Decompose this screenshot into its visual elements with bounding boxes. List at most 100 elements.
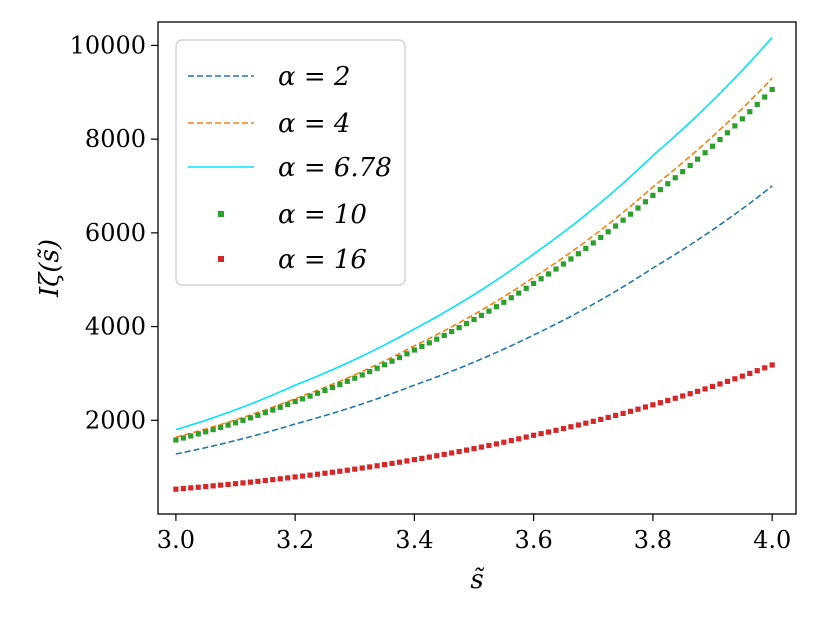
plot-frame bbox=[157, 21, 797, 515]
series-marker bbox=[240, 417, 246, 423]
series-marker bbox=[583, 420, 589, 426]
series-marker bbox=[531, 432, 537, 438]
series-marker bbox=[471, 316, 477, 323]
series-marker bbox=[270, 477, 276, 483]
series-marker bbox=[493, 441, 499, 447]
series-marker bbox=[396, 354, 403, 361]
x-tick-label: 3.4 bbox=[395, 526, 433, 554]
series-marker bbox=[523, 285, 529, 291]
series-marker bbox=[359, 372, 365, 378]
y-tick-label: 4000 bbox=[85, 313, 146, 341]
series-marker bbox=[299, 473, 306, 479]
series-5 bbox=[173, 362, 775, 492]
series-marker bbox=[657, 187, 663, 193]
series-marker bbox=[642, 199, 649, 205]
series-marker bbox=[449, 328, 455, 335]
series-3 bbox=[175, 36, 773, 431]
series-marker bbox=[501, 299, 507, 305]
series-marker bbox=[463, 321, 470, 327]
series-marker bbox=[314, 390, 321, 396]
y-tick-label: 2000 bbox=[85, 406, 146, 434]
legend-label: α = 6.78 bbox=[278, 153, 392, 183]
series-marker bbox=[285, 401, 291, 408]
series-marker bbox=[255, 412, 261, 418]
series-marker bbox=[747, 370, 753, 377]
series-marker bbox=[583, 245, 589, 251]
series-marker bbox=[210, 483, 216, 489]
series-marker bbox=[695, 388, 701, 394]
series-marker bbox=[598, 416, 604, 422]
series-1 bbox=[175, 185, 773, 455]
series-marker bbox=[203, 429, 209, 435]
series-marker bbox=[635, 406, 641, 412]
series-marker bbox=[486, 442, 492, 449]
series-marker bbox=[702, 150, 708, 156]
series-marker bbox=[210, 427, 216, 433]
series-marker bbox=[702, 386, 708, 392]
series-marker bbox=[188, 433, 194, 439]
series-marker bbox=[426, 454, 432, 460]
series-marker bbox=[277, 476, 283, 482]
series-marker bbox=[307, 393, 313, 399]
series-marker bbox=[732, 376, 738, 382]
series-marker bbox=[449, 450, 455, 456]
series-marker bbox=[322, 470, 328, 476]
series-marker bbox=[188, 485, 194, 491]
series-marker bbox=[396, 459, 403, 465]
y-tick-label: 6000 bbox=[85, 219, 146, 247]
series-marker bbox=[732, 123, 738, 129]
series-marker bbox=[262, 410, 268, 416]
series-marker bbox=[307, 472, 313, 478]
x-tick-label: 4.0 bbox=[753, 526, 791, 554]
series-marker bbox=[747, 109, 753, 115]
x-tick-label: 3.2 bbox=[276, 526, 314, 554]
series-marker bbox=[650, 192, 656, 198]
series-marker bbox=[516, 436, 522, 442]
legend-marker bbox=[218, 211, 224, 217]
series-marker bbox=[493, 304, 499, 310]
series-marker bbox=[508, 295, 514, 301]
series-marker bbox=[240, 480, 246, 486]
series-marker bbox=[553, 266, 559, 272]
series-marker bbox=[709, 143, 716, 149]
series-line bbox=[175, 77, 773, 438]
series-marker bbox=[247, 415, 254, 421]
series-marker bbox=[620, 410, 626, 416]
series-marker bbox=[665, 397, 671, 404]
series-marker bbox=[195, 431, 201, 437]
x-tick-label: 3.8 bbox=[634, 526, 672, 554]
series-marker bbox=[508, 437, 514, 444]
series-marker bbox=[575, 422, 581, 428]
series-marker bbox=[434, 453, 440, 459]
y-tick-label: 10000 bbox=[70, 31, 146, 59]
series-marker bbox=[255, 478, 261, 484]
series-marker bbox=[419, 343, 425, 350]
series-marker bbox=[337, 468, 343, 474]
series-marker bbox=[173, 437, 179, 443]
series-marker bbox=[478, 444, 485, 450]
series-marker bbox=[329, 469, 336, 475]
series-marker bbox=[687, 162, 693, 169]
series-marker bbox=[724, 378, 731, 384]
series-marker bbox=[523, 434, 529, 440]
series-marker bbox=[486, 308, 492, 314]
series-marker bbox=[337, 381, 343, 388]
series-marker bbox=[441, 451, 447, 457]
series-marker bbox=[627, 408, 634, 414]
series-marker bbox=[463, 447, 470, 453]
series-marker bbox=[299, 396, 306, 402]
series-marker bbox=[724, 130, 731, 136]
series-marker bbox=[613, 412, 619, 419]
series-2 bbox=[175, 77, 773, 438]
series-marker bbox=[538, 431, 544, 437]
series-marker bbox=[553, 427, 559, 433]
series-marker bbox=[560, 261, 567, 267]
legend-label: α = 4 bbox=[278, 109, 350, 139]
series-marker bbox=[359, 465, 365, 471]
series-marker bbox=[292, 398, 298, 405]
series-marker bbox=[620, 217, 626, 223]
series-marker bbox=[739, 373, 745, 379]
series-marker bbox=[180, 485, 186, 492]
series-marker bbox=[642, 404, 649, 410]
